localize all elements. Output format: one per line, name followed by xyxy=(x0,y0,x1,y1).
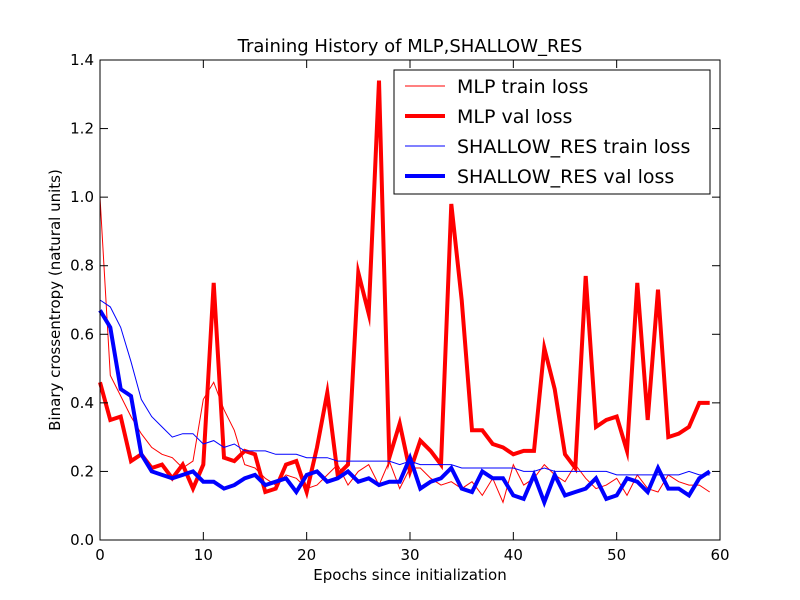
x-tick-label: 10 xyxy=(194,546,213,564)
x-tick-label: 30 xyxy=(400,546,419,564)
y-tick-label: 1.0 xyxy=(70,188,94,206)
x-tick-label: 60 xyxy=(710,546,729,564)
legend: MLP train loss MLP val loss SHALLOW_RES tr… xyxy=(393,69,711,195)
series-line-shallow-res-train-loss xyxy=(99,299,710,476)
x-tick-label: 20 xyxy=(297,546,316,564)
y-tick-label: 1.2 xyxy=(70,120,94,138)
x-axis-label: Epochs since initialization xyxy=(313,566,506,584)
y-tick-label: 0.2 xyxy=(70,462,94,480)
ticks-layer: 0 10 20 30 40 50 60 0.0 0.2 0.4 0.6 0.8 1.0 1.2 1.4 xyxy=(70,51,729,564)
x-tick-label: 40 xyxy=(504,546,523,564)
y-tick-label: 0.6 xyxy=(70,325,94,343)
x-tick-label: 0 xyxy=(95,546,105,564)
y-tick-label: 0.0 xyxy=(70,531,94,549)
series-line-shallow-res-val-loss xyxy=(98,309,711,508)
y-tick-label: 1.4 xyxy=(70,51,94,69)
legend-label-shallow-res-train-loss: SHALLOW_RES train loss xyxy=(457,136,690,158)
series-layer xyxy=(98,80,711,508)
y-tick-label: 0.8 xyxy=(70,257,94,275)
legend-label-shallow-res-val-loss: SHALLOW_RES val loss xyxy=(457,166,674,188)
legend-label-mlp-train-loss: MLP train loss xyxy=(457,76,588,98)
x-tick-label: 50 xyxy=(607,546,626,564)
legend-label-mlp-val-loss: MLP val loss xyxy=(457,106,572,128)
chart-title: Training History of MLP,SHALLOW_RES xyxy=(237,36,583,57)
y-tick-label: 0.4 xyxy=(70,394,94,412)
y-axis-label: Binary crossentropy (natural units) xyxy=(46,169,64,431)
legend-box xyxy=(393,69,711,195)
series-line-mlp-train-loss xyxy=(99,197,710,504)
series-line-mlp-val-loss xyxy=(98,80,710,500)
